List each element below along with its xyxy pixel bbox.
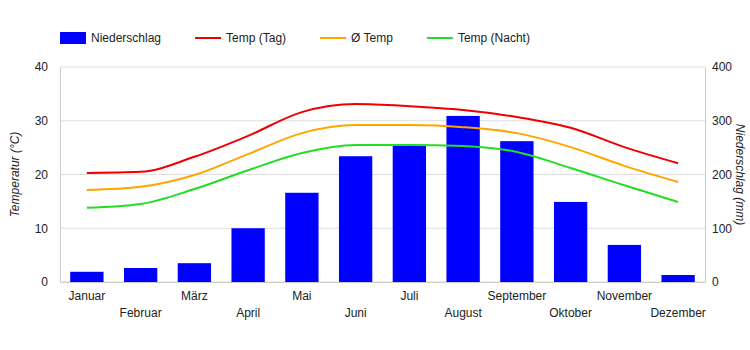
tick-label: 200	[712, 168, 732, 182]
tick: April	[236, 282, 260, 320]
tick-label: März	[181, 289, 208, 303]
tick: März	[181, 282, 208, 303]
tick-label: 100	[712, 222, 732, 236]
bar	[70, 272, 103, 282]
line	[87, 104, 678, 173]
tick: 40	[35, 60, 60, 74]
tick: 300	[705, 114, 732, 128]
tick: Oktober	[549, 282, 592, 320]
legend-item: Temp (Nacht)	[427, 31, 530, 45]
legend-label: Ø Temp	[351, 31, 393, 45]
legend-item: Ø Temp	[320, 31, 393, 45]
tick-label: April	[236, 306, 260, 320]
y2-axis-title: Niederschlag (mm)	[733, 124, 747, 225]
bar	[124, 268, 157, 282]
y-axis-title: Temperatur (°C)	[8, 132, 22, 218]
grid-line	[60, 67, 705, 68]
legend-label: Temp (Tag)	[226, 31, 286, 45]
tick-label: Februar	[120, 306, 162, 320]
tick-label: Mai	[292, 289, 311, 303]
tick: August	[444, 282, 482, 320]
tick-label: Oktober	[549, 306, 592, 320]
legend-swatch	[60, 32, 86, 44]
bar	[178, 263, 211, 282]
grid	[60, 67, 705, 282]
tick-label: 300	[712, 114, 732, 128]
tick-label: November	[597, 289, 652, 303]
bar	[500, 141, 533, 282]
tick-label: 10	[35, 222, 49, 236]
tick: Juli	[400, 282, 418, 303]
legend-label: Temp (Nacht)	[458, 31, 530, 45]
tick: September	[488, 282, 547, 303]
tick-label: Juli	[400, 289, 418, 303]
bar	[554, 202, 587, 282]
y2-axis: 0 100 200 300 400	[705, 60, 732, 289]
y-axis: 0 10 20 30 40	[35, 60, 61, 289]
plot-area	[70, 104, 695, 282]
tick-label: 0	[41, 275, 48, 289]
legend-swatch	[427, 37, 453, 39]
legend-label: Niederschlag	[91, 31, 161, 45]
bar	[608, 245, 641, 282]
bar	[393, 145, 426, 282]
tick-label: 40	[35, 60, 49, 74]
tick-label: September	[488, 289, 547, 303]
tick: Mai	[292, 282, 311, 303]
tick-label: Juni	[345, 306, 367, 320]
bar	[285, 193, 318, 282]
tick-label: August	[444, 306, 482, 320]
grid-line	[60, 228, 705, 229]
bar	[446, 116, 479, 282]
tick-label: 400	[712, 60, 732, 74]
bar-series	[70, 116, 695, 282]
tick: 100	[705, 222, 732, 236]
legend-item: Temp (Tag)	[195, 31, 286, 45]
bar	[661, 275, 694, 282]
line	[87, 125, 678, 190]
grid-line	[60, 120, 705, 121]
tick-label: 30	[35, 114, 49, 128]
legend-swatch	[195, 37, 221, 39]
tick: 10	[35, 222, 60, 236]
tick: 0	[41, 275, 60, 289]
bar	[231, 228, 264, 282]
tick-label: Dezember	[650, 306, 705, 320]
tick-label: 20	[35, 168, 49, 182]
axis-line	[60, 68, 61, 283]
tick: Januar	[69, 282, 106, 303]
tick-label: 0	[712, 275, 719, 289]
axis-line	[705, 68, 706, 283]
tick-label: Januar	[69, 289, 106, 303]
legend-item: Niederschlag	[60, 31, 161, 45]
tick: 200	[705, 168, 732, 182]
tick: Dezember	[650, 282, 705, 320]
tick: Juni	[345, 282, 367, 320]
tick: 20	[35, 168, 60, 182]
grid-line	[60, 174, 705, 175]
chart: 0102030400100200300400JanuarFebruarMärzA…	[0, 0, 750, 350]
axis-line	[61, 282, 706, 283]
tick: 30	[35, 114, 60, 128]
legend-swatch	[320, 37, 346, 39]
legend: Niederschlag Temp (Tag) Ø Temp Temp (Nacht)	[60, 31, 530, 45]
x-axis: Januar Februar März April Mai Juni Juli August S…	[61, 282, 706, 320]
tick: November	[597, 282, 652, 303]
tick: 400	[705, 60, 732, 74]
bar	[339, 156, 372, 282]
tick: Februar	[120, 282, 162, 320]
line	[87, 145, 678, 208]
tick: 0	[705, 275, 719, 289]
